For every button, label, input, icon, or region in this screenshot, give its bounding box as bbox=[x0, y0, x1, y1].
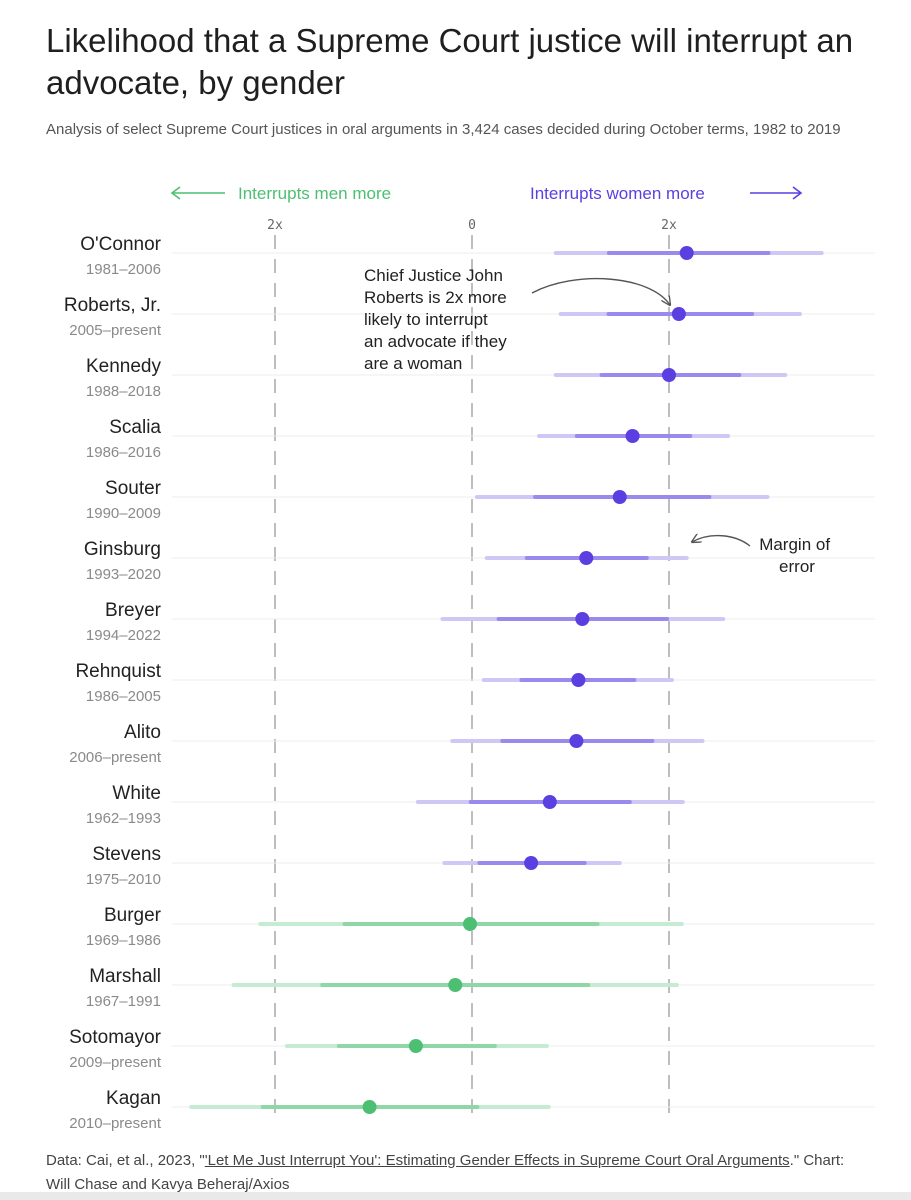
estimate-dot bbox=[612, 490, 627, 504]
justice-years: 1986–2005 bbox=[86, 688, 161, 705]
legend: Interrupts men more Interrupts women mor… bbox=[170, 184, 803, 203]
justice-name: Stevens bbox=[92, 844, 161, 865]
roberts-annotation-line: are a woman bbox=[364, 354, 462, 373]
justice-row: Marshall 1967–1991 bbox=[86, 966, 875, 1010]
justice-years: 2005–present bbox=[69, 322, 162, 339]
bottom-bar bbox=[0, 1192, 911, 1200]
roberts-annotation-line: likely to interrupt bbox=[364, 310, 488, 329]
estimate-dot bbox=[575, 612, 590, 626]
roberts-annotation-line: an advocate if they bbox=[364, 332, 507, 351]
x-tick-label: 0 bbox=[468, 218, 476, 233]
justice-name: Souter bbox=[105, 478, 162, 499]
right-arrowhead-icon bbox=[792, 186, 803, 200]
justice-years: 2010–present bbox=[69, 1115, 162, 1132]
roberts-annotation-arrow-icon bbox=[531, 278, 670, 305]
justice-row: Kagan 2010–present bbox=[69, 1088, 875, 1132]
legend-men-label: Interrupts men more bbox=[238, 184, 391, 203]
x-tick-label: 2x bbox=[661, 218, 677, 233]
justice-name: Breyer bbox=[105, 600, 162, 621]
estimate-dot bbox=[625, 429, 640, 443]
estimate-dot bbox=[579, 551, 594, 565]
justice-name: Burger bbox=[104, 905, 162, 926]
justice-row: Rehnquist 1986–2005 bbox=[75, 661, 875, 705]
justice-row: Alito 2006–present bbox=[69, 722, 875, 766]
estimate-dot bbox=[524, 856, 539, 870]
justice-row: Souter 1990–2009 bbox=[86, 478, 875, 522]
justice-name: Marshall bbox=[89, 966, 161, 987]
justice-years: 1975–2010 bbox=[86, 871, 161, 888]
justice-years: 1994–2022 bbox=[86, 627, 161, 644]
legend-women-label: Interrupts women more bbox=[530, 184, 705, 203]
justice-rows: O'Connor 1981–2006 Roberts, Jr. 2005–presen… bbox=[64, 234, 875, 1132]
chart-subtitle: Analysis of select Supreme Court justice… bbox=[46, 121, 841, 138]
justice-row: Roberts, Jr. 2005–present bbox=[64, 295, 875, 339]
justice-years: 1993–2020 bbox=[86, 566, 161, 583]
justice-row: White 1962–1993 bbox=[86, 783, 875, 827]
footer-suffix: ." Chart: Will Chase and Kavya Beheraj/A… bbox=[46, 1152, 845, 1193]
chart-title: Likelihood that a Supreme Court justice … bbox=[46, 22, 854, 101]
footer-prefix: Data: Cai, et al., 2023, " bbox=[46, 1152, 205, 1169]
justice-row: Stevens 1975–2010 bbox=[86, 844, 875, 888]
justice-name: White bbox=[112, 783, 161, 804]
justice-name: Ginsburg bbox=[84, 539, 161, 560]
justice-years: 1967–1991 bbox=[86, 993, 161, 1010]
chart-footer: Data: Cai, et al., 2023, "'Let Me Just I… bbox=[46, 1149, 866, 1197]
roberts-annotation-line: Roberts is 2x more bbox=[364, 288, 507, 307]
margin-annotation-line: error bbox=[779, 557, 815, 576]
justice-name: Roberts, Jr. bbox=[64, 295, 161, 316]
dot-plot-chart: Interrupts men more Interrupts women mor… bbox=[64, 184, 875, 1132]
justice-years: 1988–2018 bbox=[86, 383, 161, 400]
estimate-dot bbox=[463, 917, 478, 931]
estimate-dot bbox=[362, 1100, 377, 1114]
roberts-annotation-text: Chief Justice John Roberts is 2x more li… bbox=[364, 266, 511, 373]
estimate-dot bbox=[662, 368, 676, 382]
margin-annotation-text: Margin of error bbox=[759, 535, 835, 576]
margin-annotation-line: Margin of bbox=[759, 535, 830, 554]
left-arrowhead-icon bbox=[170, 186, 181, 200]
justice-name: Scalia bbox=[109, 417, 161, 438]
justice-name: Rehnquist bbox=[75, 661, 161, 682]
estimate-dot bbox=[569, 734, 584, 748]
estimate-dot bbox=[679, 246, 694, 260]
justice-row: Breyer 1994–2022 bbox=[86, 600, 875, 644]
roberts-annotation: Chief Justice John Roberts is 2x more li… bbox=[364, 266, 670, 373]
margin-annotation: Margin of error bbox=[692, 535, 835, 576]
justice-years: 1969–1986 bbox=[86, 932, 161, 949]
estimate-dot bbox=[542, 795, 557, 809]
estimate-dot bbox=[571, 673, 586, 687]
justice-years: 1986–2016 bbox=[86, 444, 161, 461]
estimate-dot bbox=[671, 307, 686, 321]
justice-years: 1981–2006 bbox=[86, 261, 161, 278]
justice-name: Kennedy bbox=[86, 356, 162, 377]
justice-row: O'Connor 1981–2006 bbox=[80, 234, 875, 278]
justice-name: O'Connor bbox=[80, 234, 161, 255]
estimate-dot bbox=[408, 1039, 423, 1053]
roberts-annotation-line: Chief Justice John bbox=[364, 266, 503, 285]
justice-row: Ginsburg 1993–2020 bbox=[84, 539, 875, 583]
justice-years: 2009–present bbox=[69, 1054, 162, 1071]
justice-row: Scalia 1986–2016 bbox=[86, 417, 875, 461]
justice-years: 1962–1993 bbox=[86, 810, 161, 827]
justice-years: 1990–2009 bbox=[86, 505, 161, 522]
justice-row: Sotomayor 2009–present bbox=[69, 1027, 875, 1071]
source-link[interactable]: 'Let Me Just Interrupt You': Estimating … bbox=[204, 1152, 790, 1169]
justice-name: Kagan bbox=[106, 1088, 161, 1109]
justice-row: Burger 1969–1986 bbox=[86, 905, 875, 949]
justice-row: Kennedy 1988–2018 bbox=[86, 356, 875, 400]
justice-years: 2006–present bbox=[69, 749, 162, 766]
justice-name: Sotomayor bbox=[69, 1027, 162, 1048]
x-tick-label: 2x bbox=[267, 218, 283, 233]
justice-name: Alito bbox=[124, 722, 161, 743]
estimate-dot bbox=[448, 978, 463, 992]
margin-annotation-arrow-icon bbox=[692, 536, 751, 547]
